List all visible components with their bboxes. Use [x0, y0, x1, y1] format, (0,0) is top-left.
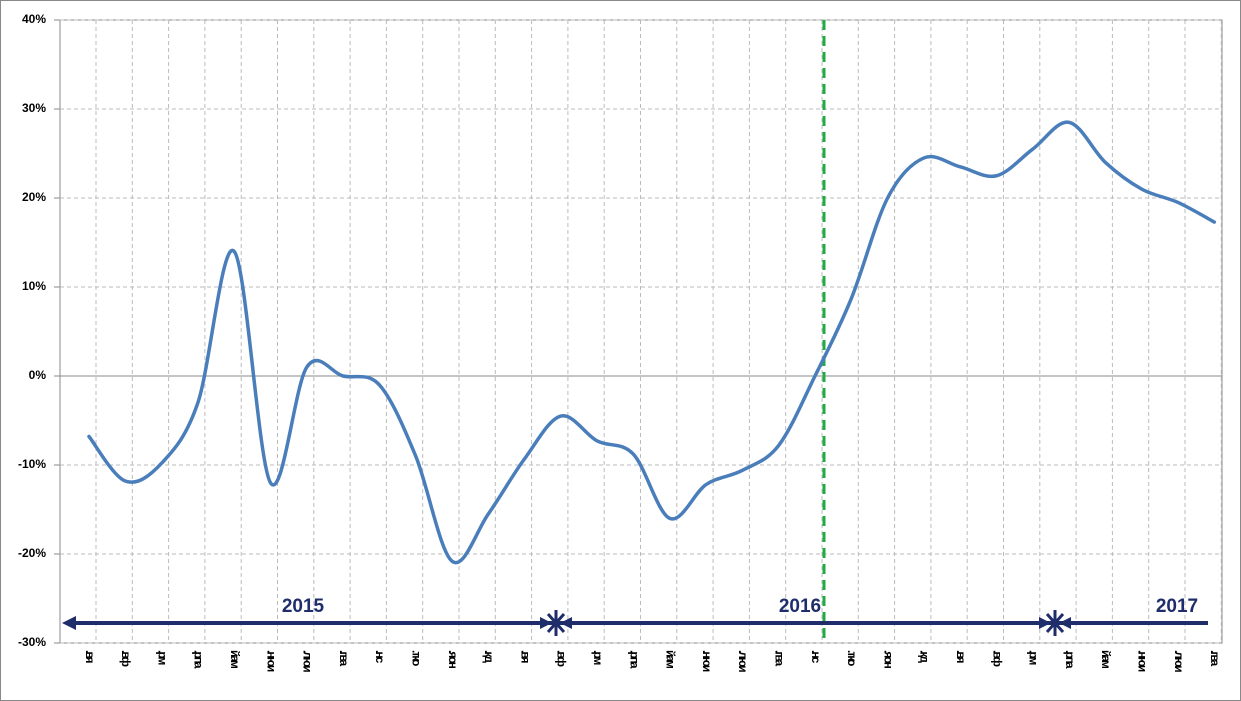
x-tick-label: .гва [1208, 650, 1222, 667]
year-label: 2016 [779, 596, 821, 617]
year-label: 2015 [282, 596, 325, 617]
x-tick-label: .нс [373, 650, 387, 664]
y-tick-label: -10% [18, 457, 46, 471]
x-tick-label: .вф [990, 650, 1004, 668]
x-tick-label: .кд [482, 650, 496, 663]
x-tick-label: .тко [845, 650, 859, 666]
x-tick-label: .рм [155, 650, 169, 666]
x-tick-label: .люи [736, 650, 750, 672]
x-tick-label: .рм [1027, 650, 1041, 666]
x-tick-label: .яон [881, 650, 895, 669]
x-tick-label: йам [1099, 650, 1113, 669]
y-tick-label: -20% [18, 546, 46, 560]
x-tick-label: .нюи [264, 650, 278, 672]
x-tick-label: .люи [301, 650, 315, 672]
x-tick-label: .вф [555, 650, 569, 668]
separator [1045, 610, 1065, 636]
x-tick-label: йам [228, 650, 242, 669]
y-tick-label: 20% [22, 190, 46, 204]
x-tick-label: .гва [773, 650, 787, 667]
x-tick-label: .кд [918, 650, 932, 663]
x-tick-label: йам [664, 650, 678, 669]
x-tick-label: .рпа [192, 650, 206, 669]
x-tick-label: .рм [591, 650, 605, 666]
y-tick-label: 30% [22, 101, 46, 115]
arrow-head [62, 616, 76, 630]
x-tick-label: .вф [119, 650, 133, 668]
x-tick-label: .вя [83, 650, 97, 664]
year-label: 2017 [1156, 596, 1198, 617]
x-tick-label: .нс [809, 650, 823, 664]
x-tick-label: .яон [446, 650, 460, 669]
y-tick-label: 10% [22, 279, 46, 293]
y-tick-label: 40% [22, 12, 46, 26]
y-tick-label: 0% [29, 368, 47, 382]
arrow-head [1039, 617, 1051, 629]
x-tick-label: .рпа [627, 650, 641, 669]
x-tick-label: .люи [1172, 650, 1186, 672]
arrow-head [1059, 617, 1071, 629]
x-tick-label: .вя [954, 650, 968, 664]
arrow-head [540, 617, 552, 629]
x-tick-label: .нюи [1136, 650, 1150, 672]
y-tick-label: -30% [18, 635, 46, 649]
arrow-head [560, 617, 572, 629]
x-tick-label: .гва [337, 650, 351, 667]
x-tick-label: .вя [518, 650, 532, 664]
x-tick-label: .рпа [1063, 650, 1077, 669]
x-tick-label: .тко [410, 650, 424, 666]
x-tick-label: .нюи [700, 650, 714, 672]
separator [546, 610, 566, 636]
data-line [87, 120, 1217, 565]
